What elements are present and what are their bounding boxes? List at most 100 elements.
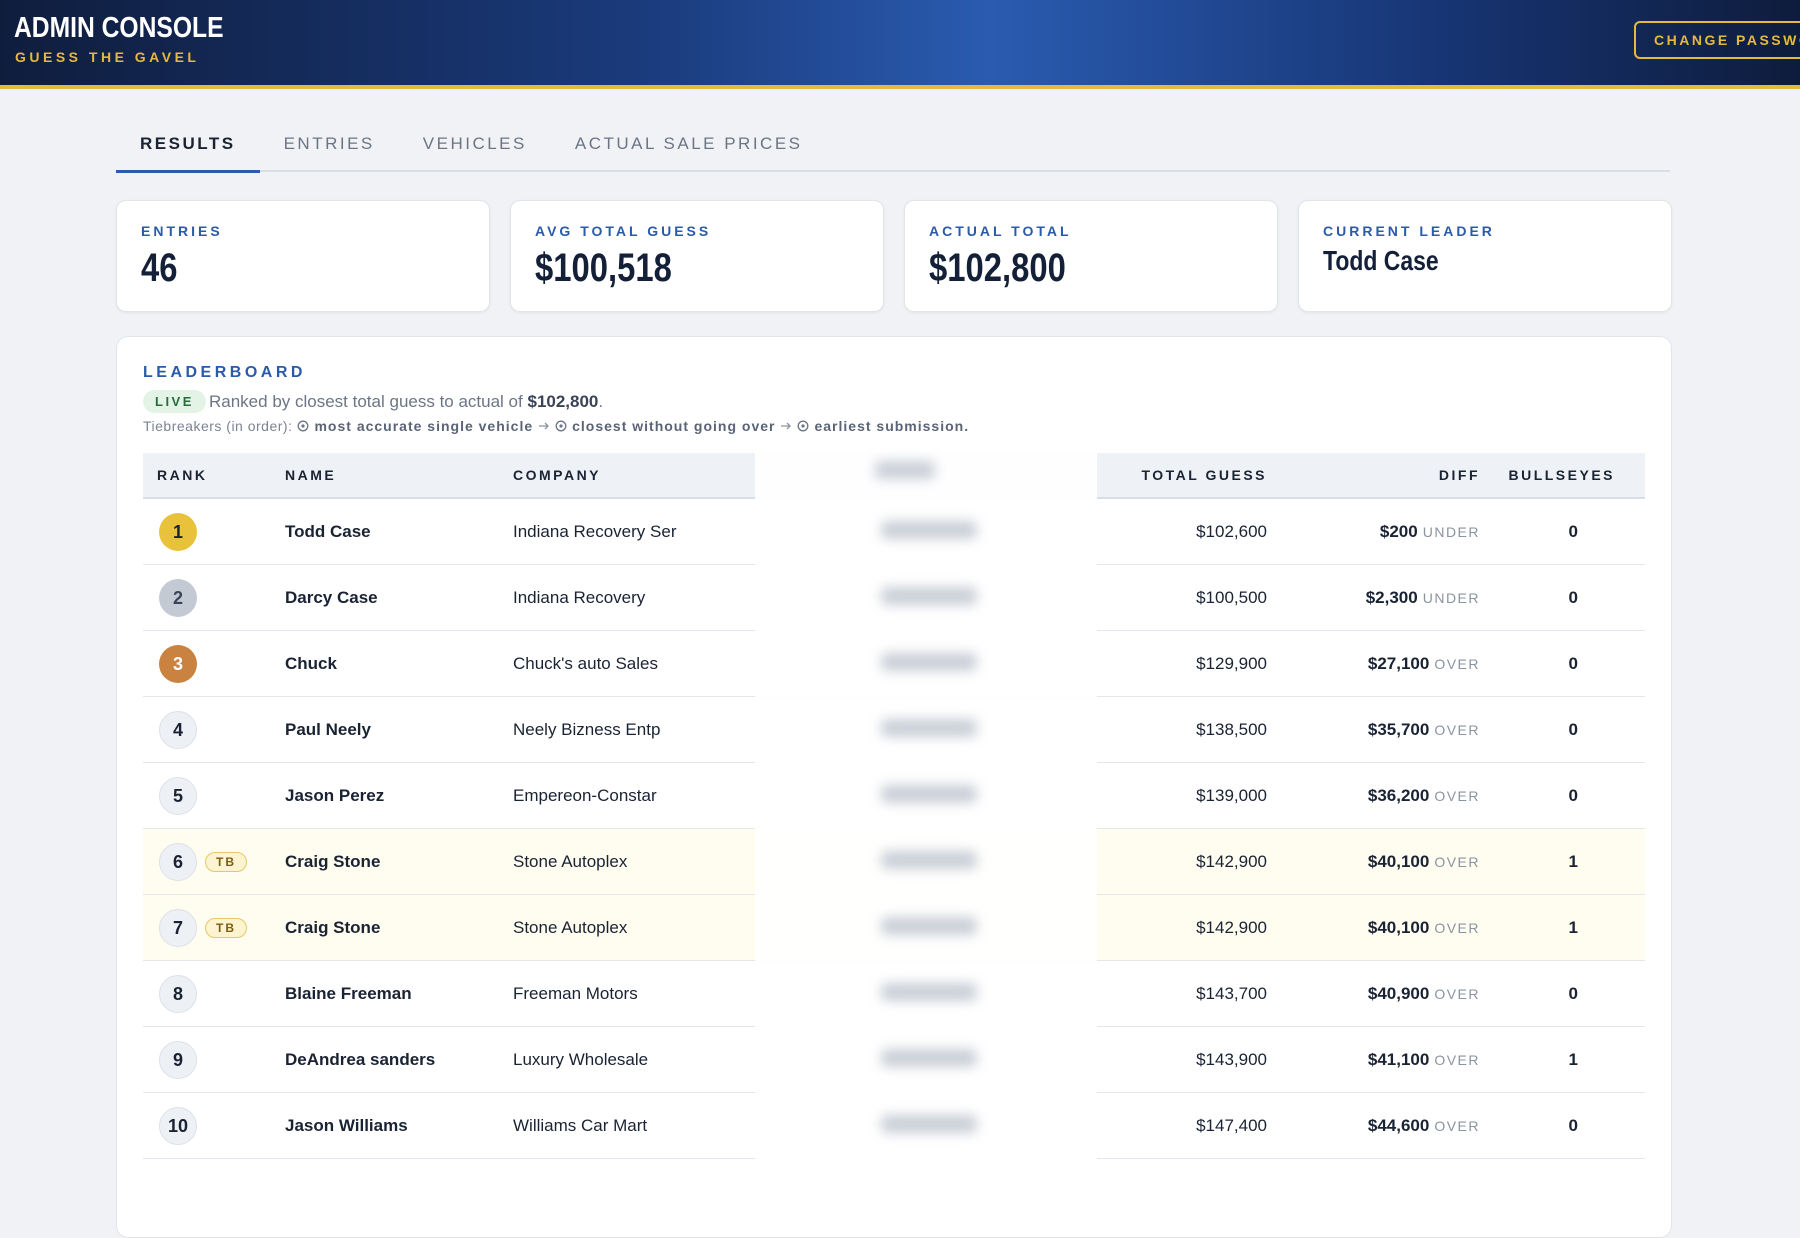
blurred-cell (881, 719, 977, 737)
bullseyes: 0 (1568, 588, 1578, 607)
total-guess: $147,400 (1196, 1116, 1267, 1135)
tab[interactable]: VEHICLES (422, 134, 527, 153)
diff: $2,300 UNDER (1366, 588, 1480, 608)
period: . (598, 392, 604, 411)
diff-amount: $40,900 (1367, 984, 1430, 1003)
blurred-cell (881, 1049, 977, 1067)
bullseyes: 1 (1568, 1050, 1578, 1069)
column-header: DIFF (1438, 467, 1480, 483)
rank-badge: 10 (159, 1107, 197, 1145)
stat-label: CURRENT LEADER (1323, 223, 1495, 239)
name: Chuck (285, 654, 337, 673)
name: DeAndrea sanders (285, 1050, 436, 1069)
name: Blaine Freeman (285, 984, 412, 1003)
company: Neely Bizness Entp (513, 720, 661, 739)
description-text: Ranked by closest total guess to actual … (209, 392, 523, 411)
diff-direction: OVER (1434, 722, 1480, 738)
stat-value: $100,518 (535, 246, 672, 290)
total-guess: $142,900 (1196, 852, 1267, 871)
rank-badge: 3 (159, 645, 197, 683)
diff: $200 UNDER (1380, 522, 1480, 542)
stat-label: ENTRIES (141, 223, 223, 239)
diff: $40,100 OVER (1368, 918, 1480, 938)
name: Todd Case (285, 522, 371, 541)
blurred-cell (881, 785, 977, 803)
description: Ranked by closest total guess to actual … (209, 392, 603, 412)
bullseyes: 0 (1568, 720, 1578, 739)
total-guess: $142,900 (1196, 918, 1267, 937)
diff-direction: UNDER (1422, 590, 1480, 606)
leaderboard: LEADERBOARD LIVE Ranked by closest total… (116, 336, 1672, 1238)
tab[interactable]: RESULTS (116, 122, 260, 173)
rank-badge: 6 (159, 843, 197, 881)
diff-direction: OVER (1434, 854, 1480, 870)
change-password-button[interactable]: CHANGE PASSWORD (1634, 21, 1800, 59)
company: Stone Autoplex (513, 852, 628, 871)
bullseyes: 0 (1568, 1116, 1578, 1135)
diff-amount: $41,100 (1367, 1050, 1430, 1069)
blurred-cell (881, 587, 977, 605)
rank-badge: 2 (159, 579, 197, 617)
table-row: 2 Darcy Case Indiana Recovery $100,500 $2,30… (143, 565, 1645, 631)
diff-direction: OVER (1434, 1052, 1480, 1068)
diff: $35,700 OVER (1368, 720, 1480, 740)
total-guess: $100,500 (1196, 588, 1267, 607)
column-header: COMPANY (513, 467, 602, 483)
diff-direction: OVER (1434, 788, 1480, 804)
diff-amount: $36,200 (1367, 786, 1430, 805)
tiebreaker-icon (798, 420, 809, 432)
total-guess: $143,900 (1196, 1050, 1267, 1069)
column-header: RANK (157, 467, 208, 483)
bullseyes: 1 (1568, 918, 1578, 937)
bullseyes: 0 (1568, 654, 1578, 673)
leaderboard-title: LEADERBOARD (143, 364, 306, 381)
diff: $44,600 OVER (1368, 1116, 1480, 1136)
rank-badge: 5 (159, 777, 197, 815)
live-badge: LIVE (143, 390, 206, 413)
tabs: RESULTS ENTRIES VEHICLES ACTUAL SALE PRICES (116, 122, 1670, 173)
stat-card: CURRENT LEADER Todd Case (1298, 200, 1672, 312)
diff-direction: OVER (1434, 656, 1480, 672)
blurred-cell (881, 851, 977, 869)
bullseyes: 0 (1568, 984, 1578, 1003)
company: Chuck's auto Sales (513, 654, 658, 673)
name: Jason Williams (285, 1116, 408, 1135)
diff: $36,200 OVER (1368, 786, 1480, 806)
blurred-cell (881, 983, 977, 1001)
header: ADMIN CONSOLE GUESS THE GAVEL CHANGE PAS… (0, 0, 1800, 89)
blurred-cell (881, 1115, 977, 1133)
company: Empereon-Constar (513, 786, 657, 805)
diff: $41,100 OVER (1368, 1050, 1480, 1070)
diff: $27,100 OVER (1368, 654, 1480, 674)
diff-direction: OVER (1434, 986, 1480, 1002)
stat-value: Todd Case (1323, 245, 1439, 276)
diff-amount: $40,100 (1367, 918, 1430, 937)
rank-badge: 4 (159, 711, 197, 749)
blurred-cell (881, 521, 977, 539)
tiebreaker-icon (555, 420, 567, 432)
tiebreakers-label: Tiebreakers (in order): (143, 418, 293, 434)
company: Indiana Recovery Ser (513, 522, 677, 541)
tab[interactable]: ACTUAL SALE PRICES (574, 134, 803, 153)
name: Craig Stone (285, 918, 381, 937)
total-guess: $143,700 (1196, 984, 1267, 1003)
diff: $40,900 OVER (1368, 984, 1480, 1004)
company: Luxury Wholesale (513, 1050, 649, 1069)
tiebreaker: most accurate single vehicle (314, 418, 534, 434)
tiebreak-badge: TB (205, 918, 247, 938)
bullseyes: 1 (1568, 852, 1578, 871)
diff-amount: $35,700 (1367, 720, 1430, 739)
diff-direction: OVER (1434, 1118, 1480, 1134)
column-header: NAME (285, 467, 337, 483)
rank-badge: 1 (159, 513, 197, 551)
tab[interactable]: ENTRIES (283, 134, 375, 153)
blurred-cell (881, 917, 977, 935)
tiebreaker: earliest submission. (814, 418, 970, 434)
blurred-header (875, 461, 935, 479)
tiebreaker-icon (298, 420, 309, 432)
actual-total: $102,800 (527, 392, 599, 411)
diff-amount: $44,600 (1367, 1116, 1430, 1135)
leaderboard-table: RANK NAME COMPANY TOTAL GUESS DIFF BULLSEYES … (143, 453, 1645, 1213)
app-title: ADMIN CONSOLE (14, 12, 224, 44)
diff-amount: $27,100 (1367, 654, 1430, 673)
